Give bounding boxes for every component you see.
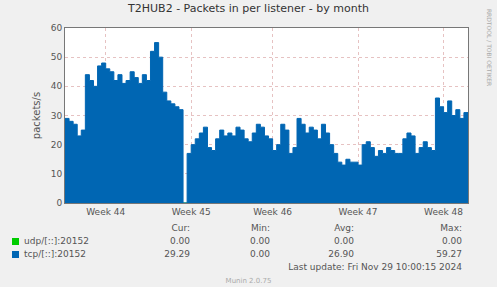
svg-text:40: 40	[51, 81, 63, 91]
svg-text:0: 0	[56, 198, 62, 208]
svg-text:30: 30	[51, 111, 63, 121]
html-text:26.90: 26.90	[328, 249, 354, 259]
html-text:udp/[::]:20152: udp/[::]:20152	[24, 236, 89, 246]
html-text:Max:: Max:	[440, 223, 462, 233]
html-text:0.00: 0.00	[442, 236, 462, 246]
html-text:tcp/[::]:20152: tcp/[::]:20152	[24, 249, 86, 259]
svg-text:T2HUB2 - Packets in per listen: T2HUB2 - Packets in per listener - by mo…	[127, 2, 369, 15]
html-text:0.00: 0.00	[250, 236, 270, 246]
html-text:Last update: Fri Nov 29 10:00:: Last update: Fri Nov 29 10:00:15 2024	[288, 262, 462, 272]
svg-text:Week 44: Week 44	[86, 207, 125, 217]
svg-text:50: 50	[51, 52, 63, 62]
html-text:Avg:: Avg:	[334, 223, 354, 233]
svg-text:Week 45: Week 45	[172, 207, 211, 217]
html-text:0.00: 0.00	[250, 249, 270, 259]
svg-text:60: 60	[51, 23, 63, 33]
html-text:59.27: 59.27	[436, 249, 462, 259]
html-text:Cur:: Cur:	[171, 223, 190, 233]
svg-text:Week 47: Week 47	[339, 207, 378, 217]
html-text:0.00: 0.00	[334, 236, 354, 246]
svg-text:20: 20	[51, 140, 63, 150]
html-text:0.00: 0.00	[170, 236, 190, 246]
svg-text:Week 46: Week 46	[253, 207, 292, 217]
svg-text:packets/s: packets/s	[31, 92, 42, 139]
html-text:Munin 2.0.75: Munin 2.0.75	[225, 277, 272, 285]
svg-text:RRDTOOL / TOBI OETIKER: RRDTOOL / TOBI OETIKER	[486, 9, 493, 86]
html-text:29.29: 29.29	[164, 249, 190, 259]
svg-text:Week 48: Week 48	[424, 207, 463, 217]
html-text:Min:: Min:	[251, 223, 270, 233]
svg-text:10: 10	[51, 169, 63, 179]
